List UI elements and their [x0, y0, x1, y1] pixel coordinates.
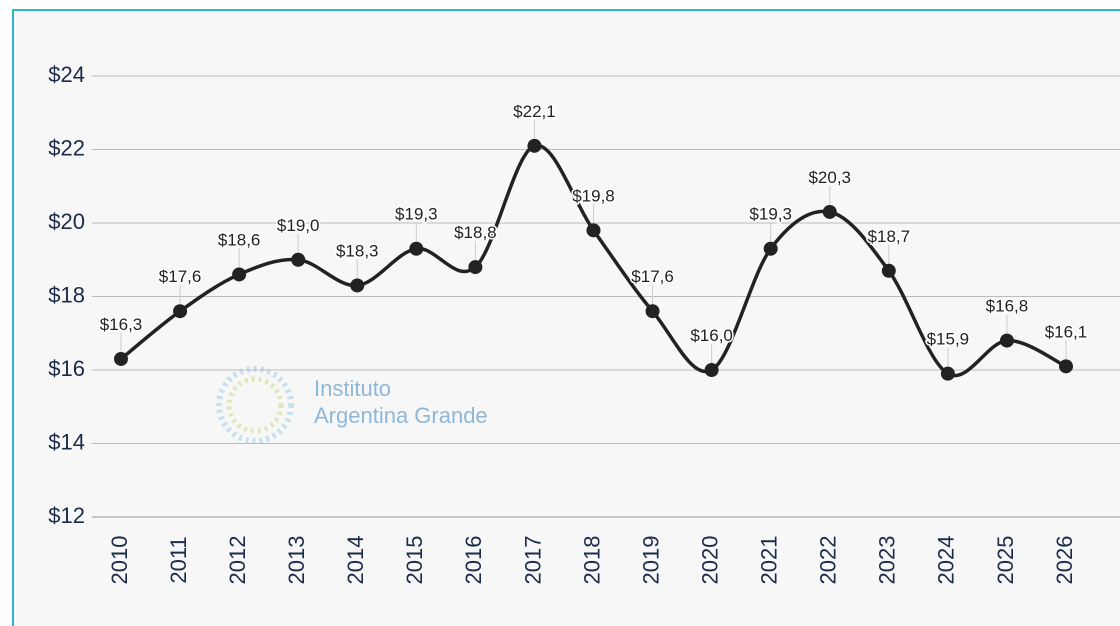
x-tick-label: 2021 [757, 536, 782, 585]
x-tick-label: 2026 [1052, 536, 1077, 585]
y-tick-label: $12 [48, 503, 85, 528]
point [822, 204, 837, 219]
point [291, 252, 306, 267]
x-tick-label: 2018 [579, 536, 604, 585]
x-tick-label: 2012 [225, 536, 250, 585]
data-label: $18,8 [454, 223, 497, 242]
y-tick-label: $16 [48, 356, 85, 381]
data-label: $20,3 [808, 168, 851, 187]
data-label: $22,1 [513, 102, 556, 121]
data-label: $17,6 [631, 267, 674, 286]
point [1059, 359, 1073, 374]
x-tick-label: 2025 [993, 536, 1018, 585]
point [350, 278, 365, 293]
point [940, 366, 955, 381]
data-label: $19,3 [749, 205, 792, 224]
point [468, 260, 483, 275]
x-tick-label: 2015 [402, 536, 427, 585]
data-label: $18,7 [868, 227, 911, 246]
x-tick-label: 2017 [520, 536, 545, 585]
data-label: $16,0 [690, 326, 733, 345]
x-tick-label: 2022 [816, 536, 841, 585]
x-tick-label: 2024 [934, 536, 959, 585]
point [999, 333, 1014, 348]
point [527, 138, 542, 153]
point [586, 223, 601, 238]
point [173, 304, 188, 319]
data-label: $19,3 [395, 205, 438, 224]
y-tick-label: $20 [48, 209, 85, 234]
y-tick-label: $22 [48, 135, 85, 160]
x-tick-label: 2016 [461, 536, 486, 585]
data-label: $19,0 [277, 216, 320, 235]
x-tick-label: 2023 [875, 536, 900, 585]
point [763, 241, 778, 256]
point [645, 304, 660, 319]
x-tick-label: 2011 [166, 536, 191, 583]
point [409, 241, 424, 256]
data-label: $16,3 [100, 315, 143, 334]
data-label: $15,9 [927, 330, 970, 349]
watermark-logo [216, 366, 294, 444]
data-label: $18,3 [336, 241, 379, 260]
frame [12, 9, 1120, 626]
x-tick-label: 2020 [697, 536, 722, 585]
y-tick-label: $18 [48, 282, 85, 307]
x-tick-label: 2010 [107, 536, 132, 585]
point [704, 363, 719, 377]
data-label: $19,8 [572, 186, 615, 205]
watermark-text: Instituto [314, 376, 391, 401]
data-label: $17,6 [159, 267, 202, 286]
point [232, 267, 247, 282]
x-tick-label: 2019 [638, 536, 663, 585]
y-tick-label: $24 [48, 62, 85, 87]
data-label: $16,8 [986, 297, 1029, 316]
x-tick-label: 2013 [284, 536, 309, 585]
point [114, 351, 128, 366]
point [881, 263, 896, 278]
data-label: $16,1 [1045, 322, 1088, 341]
y-tick-label: $14 [48, 429, 85, 454]
data-label: $18,6 [218, 230, 261, 249]
watermark-text: Argentina Grande [314, 403, 488, 428]
x-tick-label: 2014 [343, 536, 368, 585]
